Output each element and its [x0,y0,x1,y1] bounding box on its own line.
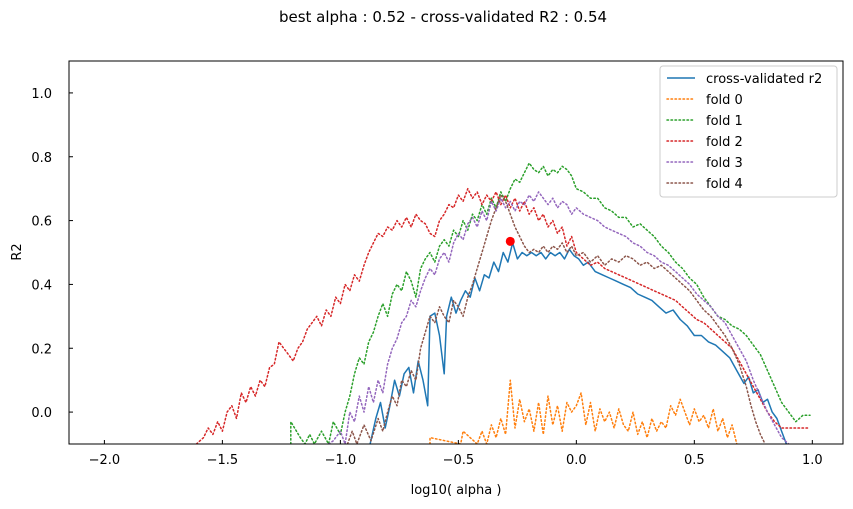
legend-label-1: fold 0 [706,93,743,108]
legend-frame [659,65,838,198]
chart-title: best alpha : 0.52 - cross-validated R2 :… [279,8,607,26]
legend-entries: cross-validated r2 fold 0 fold 1 fold 2 fold… [666,72,822,192]
legend-label-4: fold 3 [706,156,743,171]
y-tick-label: 0.0 [31,406,52,421]
series-layer [195,162,811,444]
series-line-0 [369,242,788,444]
series-line-1 [429,379,738,444]
x-tick-label: 1.0 [802,453,823,468]
y-tick-label: 1.0 [31,87,52,102]
series-line-4 [327,191,790,444]
y-axis-ticks: 0.0 0.2 0.4 0.6 0.8 1.0 [31,87,73,421]
x-axis-label: log10( alpha ) [411,483,502,498]
x-tick-label: −2.0 [89,453,121,468]
y-tick-label: 0.8 [31,151,52,166]
series-line-3 [195,187,811,444]
legend-label-5: fold 4 [706,177,743,192]
x-tick-label: −1.5 [207,453,239,468]
series-line-5 [346,194,766,444]
y-tick-label: 0.2 [31,342,52,357]
legend-label-2: fold 1 [706,114,743,129]
x-tick-label: −0.5 [443,453,475,468]
x-tick-label: −1.0 [325,453,357,468]
legend-label-3: fold 2 [706,135,743,150]
x-tick-label: 0.0 [566,453,587,468]
legend-label-0: cross-validated r2 [706,72,822,87]
y-tick-label: 0.6 [31,215,52,230]
x-tick-label: 0.5 [684,453,705,468]
best-alpha-point [505,236,515,246]
legend: cross-validated r2 fold 0 fold 1 fold 2 fold… [659,65,838,198]
x-axis-ticks: −2.0 −1.5 −1.0 −0.5 0.0 0.5 1.0 [89,440,823,468]
series-line-2 [290,162,811,444]
y-tick-label: 0.4 [31,278,52,293]
y-axis-label: R2 [10,243,25,260]
plot-frame [68,60,844,445]
